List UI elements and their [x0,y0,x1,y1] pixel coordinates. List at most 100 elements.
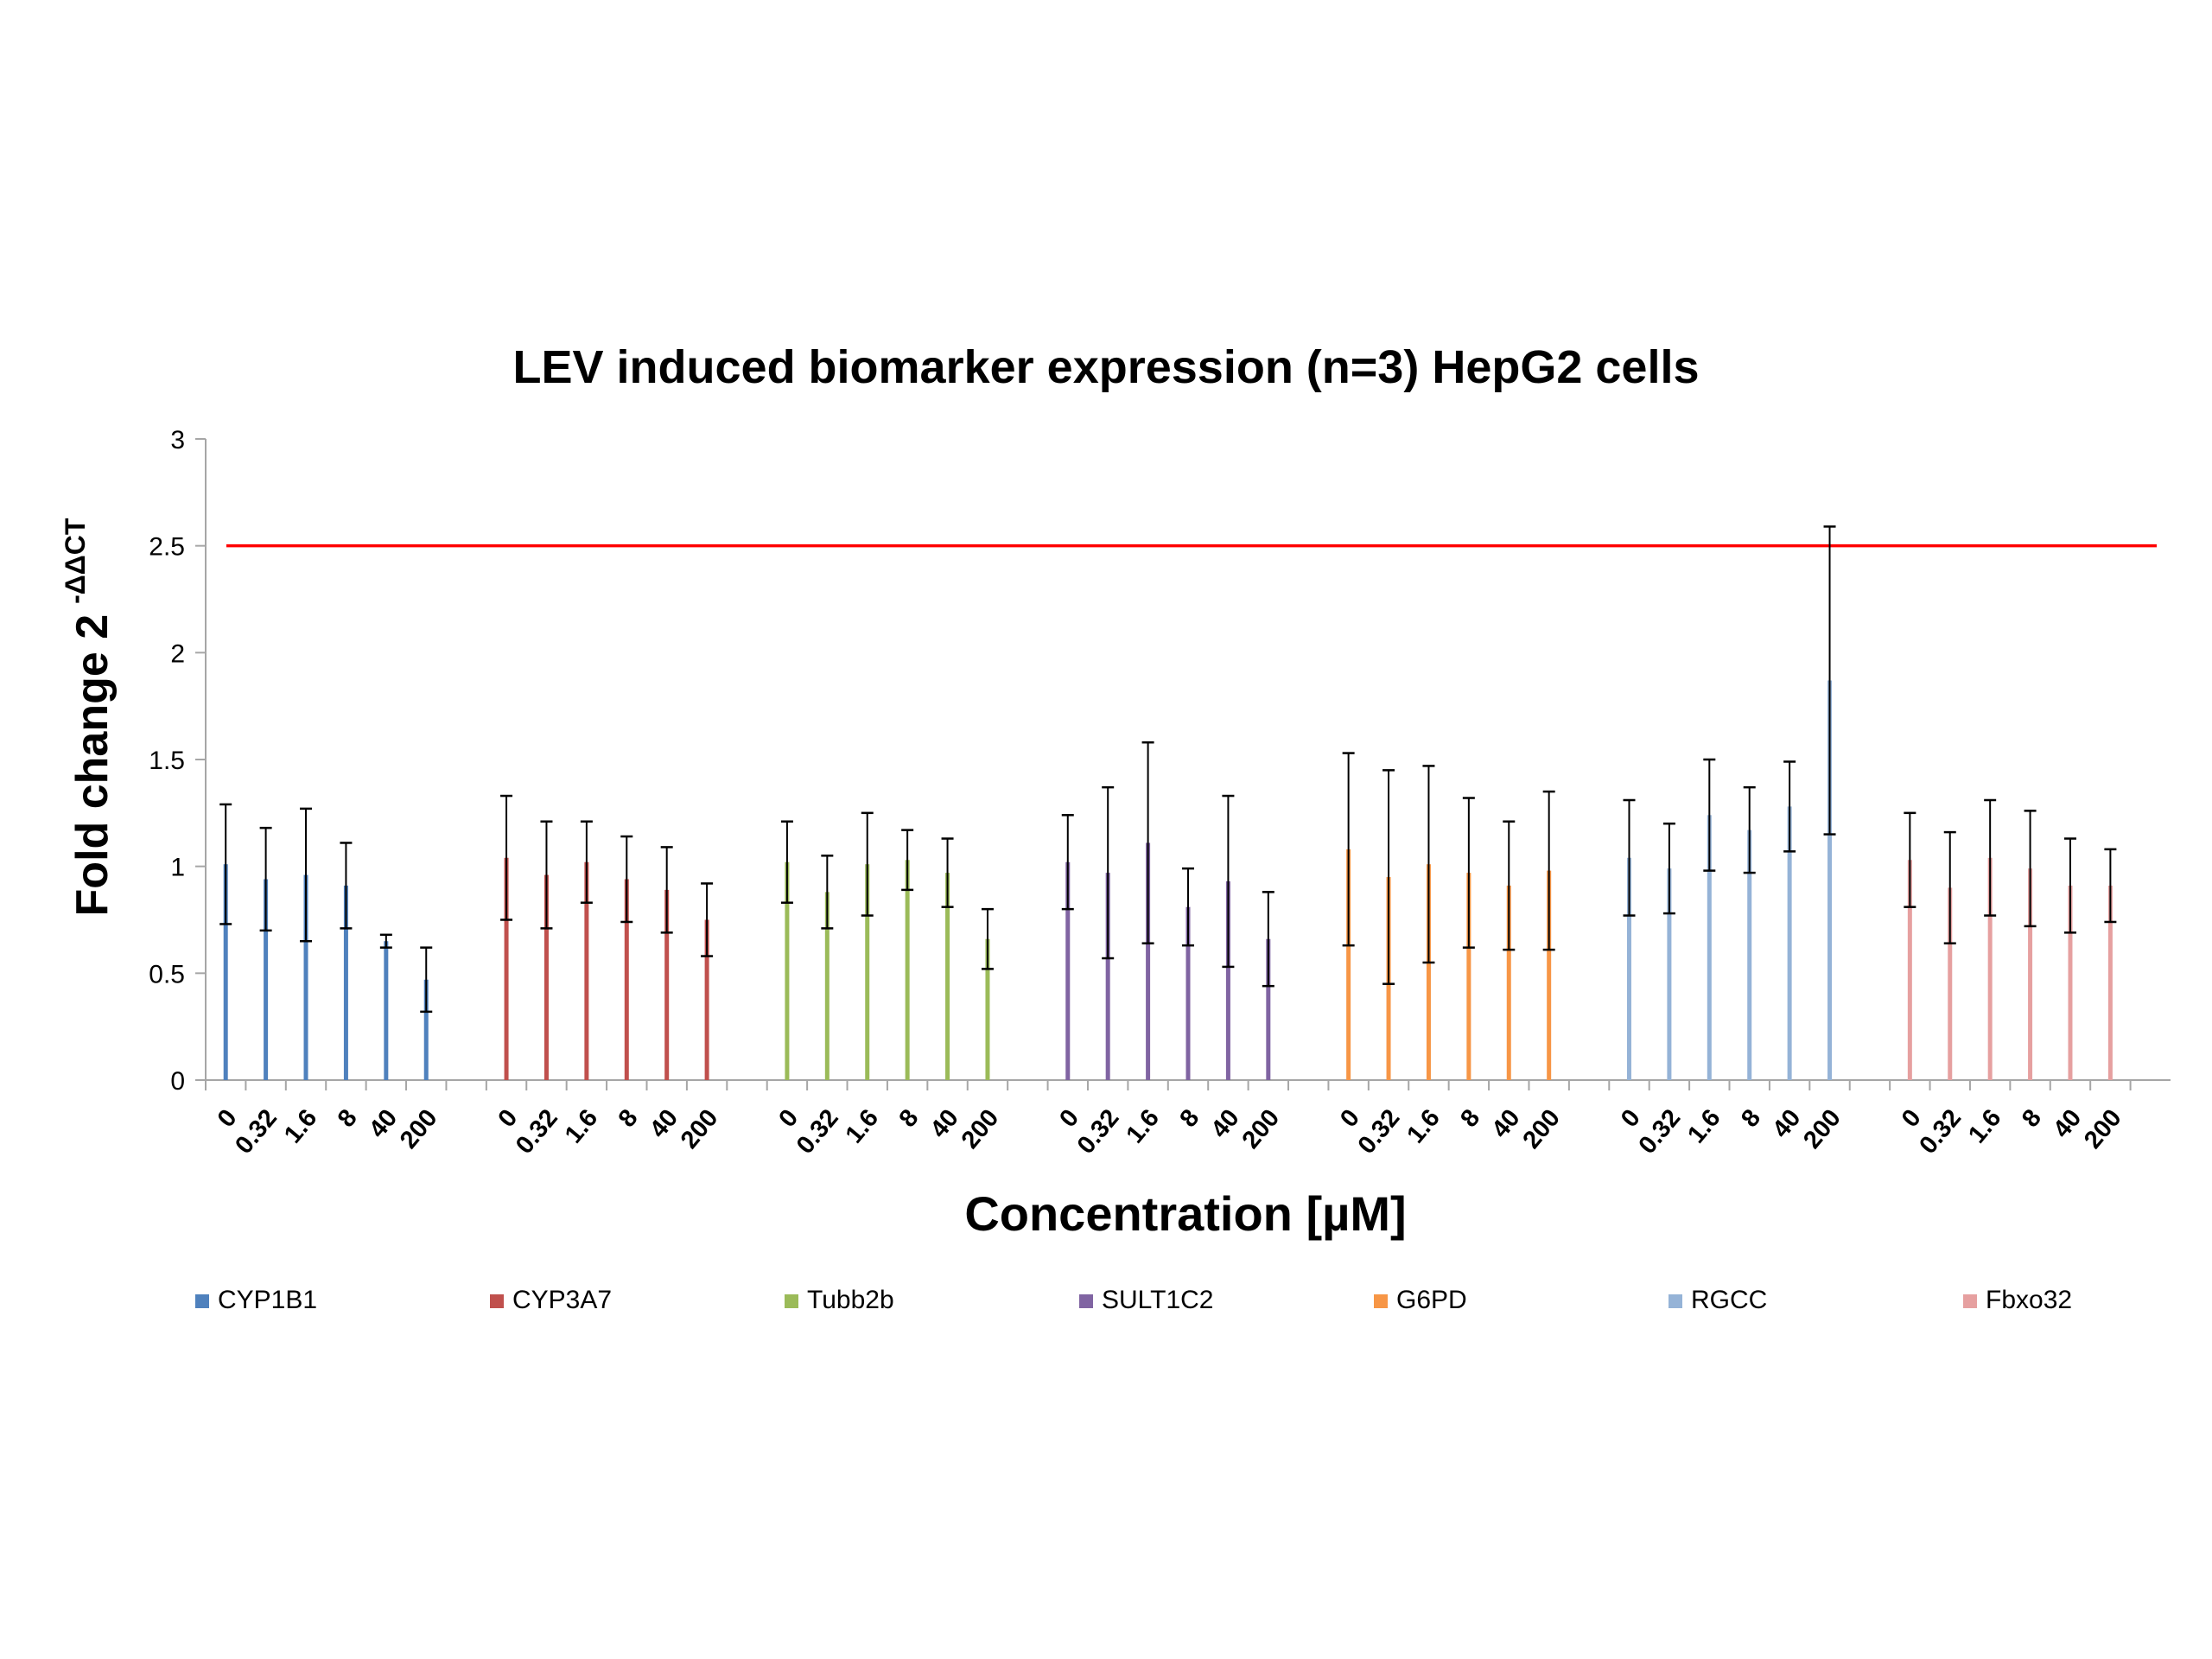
bar [785,861,790,1080]
bar [1466,873,1471,1080]
legend-item: Tubb2b [785,1286,894,1314]
bar [1747,830,1752,1080]
x-tick-label: 200 [957,1104,1005,1154]
y-tick-label: 2.5 [149,533,185,562]
x-tick-label: 200 [1237,1104,1286,1154]
legend-label: Fbxo32 [1986,1286,2072,1314]
bar [303,874,308,1080]
y-axis-label-superscript: -ΔΔCT [60,518,91,604]
legend-swatch [195,1294,209,1308]
chart-title: LEV induced biomarker expression (n=3) H… [513,341,1700,393]
x-tick-label: 1.6 [279,1104,322,1148]
x-tick-label: 200 [2079,1104,2127,1154]
bar [1547,870,1552,1080]
x-tick-label: 1.6 [1122,1104,1165,1148]
legend-label: CYP3A7 [512,1286,612,1314]
bar [1146,842,1151,1080]
legend-item: Fbxo32 [1963,1286,2072,1314]
bar [423,979,429,1080]
x-tick-label: 0 [213,1104,243,1133]
legend-label: CYP1B1 [218,1286,317,1314]
bar [905,860,910,1080]
y-tick-label: 1.5 [149,747,185,775]
x-tick-label: 0.32 [230,1104,283,1160]
legend-item: CYP1B1 [195,1286,317,1314]
y-tick-label: 1 [170,854,185,882]
x-tick-label: 8 [1455,1104,1485,1133]
legend-swatch [1669,1294,1682,1308]
x-tick-label: 1.6 [560,1104,603,1148]
bar [1105,873,1110,1080]
legend-swatch [490,1294,504,1308]
legend: CYP1B1 CYP3A7 Tubb2b SULT1C2 G6PD RGCC Fbxo32 [195,1286,2072,1314]
bar [1506,885,1511,1080]
bar [2068,885,2073,1080]
y-tick-label: 2 [170,639,185,668]
bar [1065,861,1071,1080]
legend-item: CYP3A7 [490,1286,612,1314]
legend-label: Tubb2b [807,1286,894,1314]
x-tick-label: 8 [1736,1104,1766,1133]
bar [1827,680,1833,1080]
bar [384,941,389,1080]
bar [1185,906,1191,1080]
x-tick-label: 8 [333,1104,363,1133]
x-tick-label: 0 [493,1104,524,1133]
x-tick-label: 0 [1897,1104,1927,1133]
bar [1626,857,1631,1080]
x-tick-label: 8 [613,1104,644,1133]
y-tick-label: 3 [170,426,185,454]
x-tick-label: 0.32 [791,1104,844,1160]
bar [985,938,990,1080]
x-tick-label: 1.6 [841,1104,884,1148]
bar [584,861,589,1080]
y-axis-label-text: Fold change 2 [67,614,118,917]
y-axis-label: Fold change 2 -ΔΔCT [60,518,118,916]
bar [1266,938,1271,1080]
x-tick-label: 200 [1517,1104,1566,1154]
bar [1987,857,1993,1080]
x-tick-label: 8 [1174,1104,1205,1133]
x-tick-label: 200 [1798,1104,1847,1154]
bar [624,879,629,1080]
x-tick-label: 8 [894,1104,925,1133]
bar [1667,868,1672,1080]
svg-text:Fold change 2-ΔΔCT: Fold change 2 -ΔΔCT [60,518,118,916]
bar [504,857,509,1080]
bar [2107,885,2113,1080]
legend-item: G6PD [1374,1286,1467,1314]
legend-item: RGCC [1669,1286,1767,1314]
legend-swatch [1374,1294,1388,1308]
x-tick-label: 0.32 [1633,1104,1686,1160]
x-tick-label: 0.32 [511,1104,563,1160]
bar [543,874,549,1080]
x-tick-label: 200 [395,1104,443,1154]
x-tick-label: 0.32 [1353,1104,1406,1160]
x-tick-label: 0 [1335,1104,1365,1133]
bar [945,873,950,1080]
bar [1707,815,1712,1080]
bar [1426,864,1431,1080]
x-tick-label: 8 [2017,1104,2047,1133]
bar [1346,849,1351,1080]
x-tick-label: 0.32 [1914,1104,1967,1160]
bar [824,892,830,1080]
legend-swatch [785,1294,798,1308]
legend-item: SULT1C2 [1079,1286,1214,1314]
x-tick-label: 0.32 [1072,1104,1125,1160]
x-tick-label: 1.6 [1963,1104,2006,1148]
legend-label: RGCC [1691,1286,1767,1314]
bar [865,864,870,1080]
bar [1907,860,1912,1080]
x-tick-label: 0 [773,1104,804,1133]
x-axis-label: Concentration [µM] [964,1186,1406,1241]
legend-swatch [1079,1294,1093,1308]
y-tick-label: 0 [170,1067,185,1096]
